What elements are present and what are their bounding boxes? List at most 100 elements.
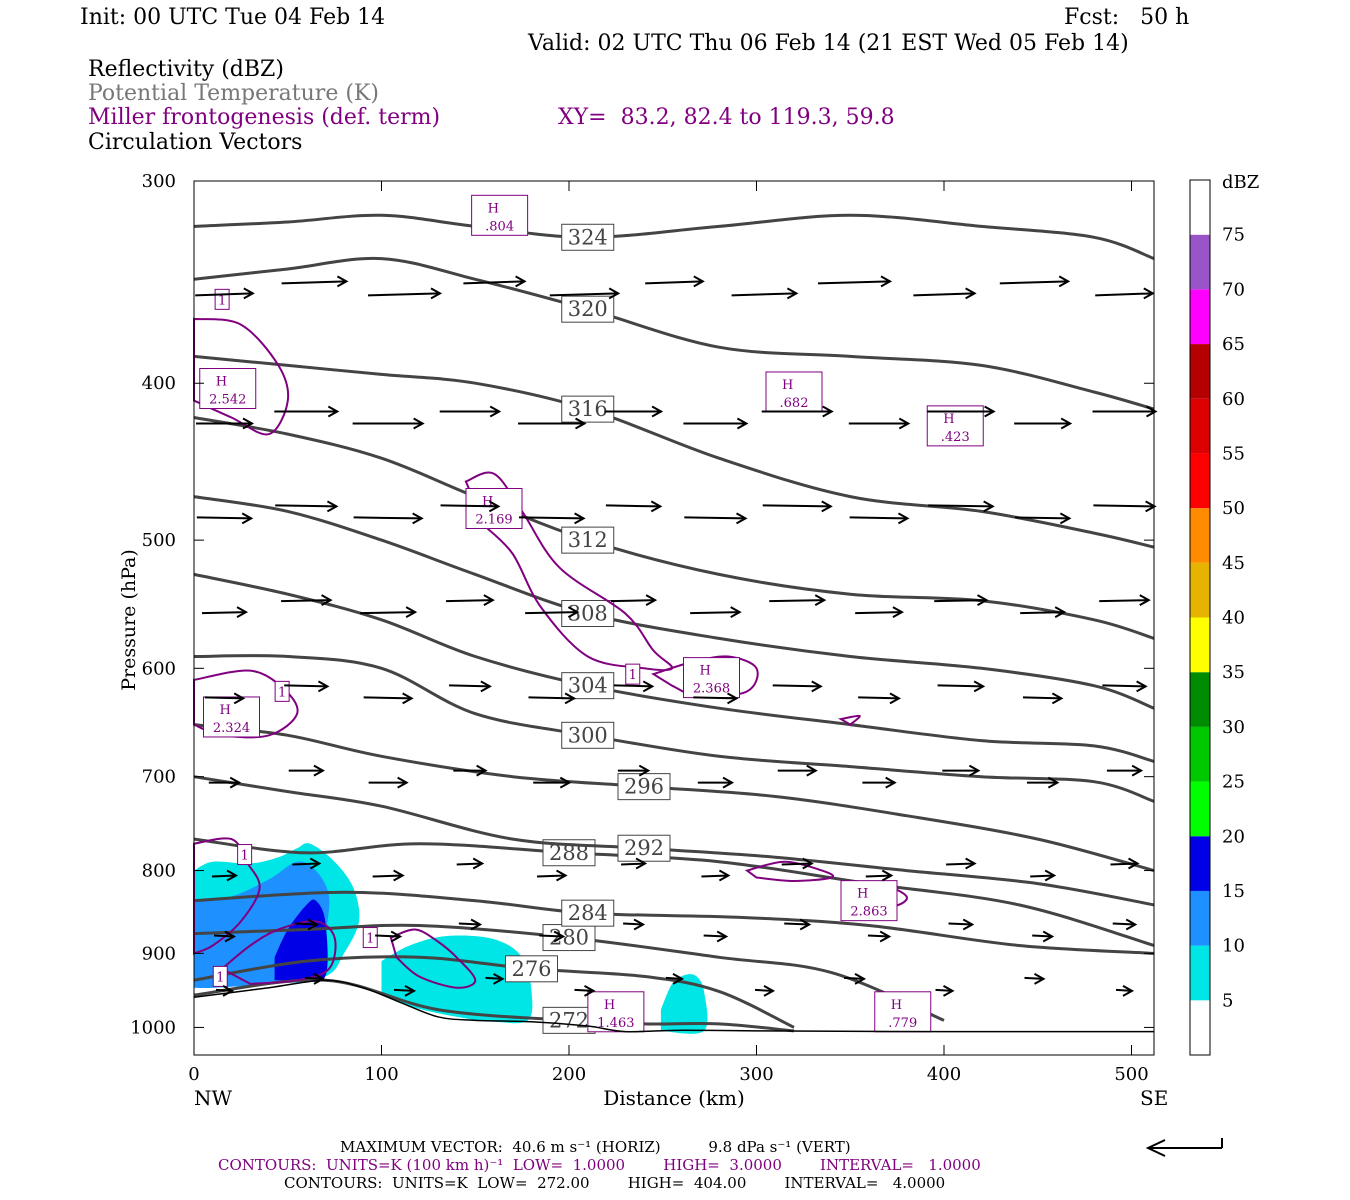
colorbar-level-35: 35 <box>1222 662 1245 683</box>
vector-head <box>650 500 663 513</box>
vector-69 <box>1026 776 1060 789</box>
theta-label-box <box>561 721 615 749</box>
vector-head <box>488 500 501 513</box>
vector-shaft <box>928 504 993 508</box>
theta-contour-284 <box>193 890 1155 955</box>
vector-shaft <box>201 611 247 615</box>
frontogenesis-contour-4 <box>193 837 261 955</box>
colorbar-level-40: 40 <box>1222 608 1245 629</box>
vector-shaft <box>623 922 644 926</box>
vector-45 <box>1020 606 1067 619</box>
vector-head <box>1131 764 1144 777</box>
vector-24 <box>275 500 339 513</box>
forecast-hour: Fcst: 50 h <box>1064 5 1190 30</box>
vector-head <box>1042 930 1055 943</box>
vector-shaft <box>281 599 331 603</box>
vector-shaft <box>375 934 401 938</box>
frontogenesis-1-label-1: 1 <box>237 844 253 866</box>
theta-label-box <box>561 599 615 627</box>
vector-head <box>1122 985 1135 997</box>
vector-head <box>1047 776 1060 789</box>
vector-head <box>242 417 255 430</box>
vector-head <box>1060 417 1073 430</box>
theta-label-box <box>617 773 671 801</box>
vector-head <box>397 776 409 789</box>
vector-head <box>651 405 664 418</box>
vector-68 <box>942 764 981 777</box>
vector-52 <box>613 680 655 693</box>
vector-shaft <box>1110 862 1138 866</box>
theta-contour-324 <box>193 213 1155 261</box>
vector-head <box>799 918 812 931</box>
vector-8 <box>913 287 977 300</box>
vector-head <box>898 417 911 430</box>
vector-46 <box>1099 594 1151 607</box>
vector-shaft <box>784 922 810 926</box>
vector-head <box>233 692 246 705</box>
theta-contour-label-296: 296 <box>617 773 671 801</box>
vector-head <box>821 500 833 513</box>
vector-head <box>327 405 340 418</box>
vector-75 <box>536 869 568 882</box>
vector-shaft <box>393 988 415 992</box>
vector-35 <box>201 606 249 619</box>
vector-shaft <box>1099 599 1149 603</box>
vector-shaft <box>456 862 483 866</box>
vector-shaft <box>1032 934 1053 938</box>
vector-32 <box>928 500 995 513</box>
y-tick-label-900: 900 <box>142 943 176 964</box>
vector-13 <box>352 417 425 430</box>
colorbar-level-45: 45 <box>1222 553 1245 574</box>
frontogenesis-label-box <box>625 663 641 685</box>
vector-shaft <box>211 874 237 878</box>
vector-50 <box>449 680 492 693</box>
vector-59 <box>208 776 242 789</box>
vector-104 <box>1024 973 1046 985</box>
frontogenesis-max-h: H <box>782 378 793 393</box>
colorbar-level-25: 25 <box>1222 772 1245 793</box>
vector-4 <box>549 287 621 300</box>
vector-26 <box>440 500 501 513</box>
vector-64 <box>617 764 651 777</box>
frontogenesis-label-text: 1 <box>278 685 286 700</box>
frontogenesis-max-h: H <box>220 703 231 718</box>
theta-contour-label-316: 316 <box>561 395 615 423</box>
vector-shaft <box>731 292 797 297</box>
theta-label-text: 272 <box>549 1008 589 1032</box>
footer-vector-info: MAXIMUM VECTOR: 40.6 m s⁻¹ (HORIZ) 9.8 d… <box>340 1138 851 1156</box>
vector-head <box>553 930 566 943</box>
vector-99 <box>574 985 596 997</box>
vector-head <box>564 692 577 705</box>
colorbar-level-10: 10 <box>1222 936 1245 957</box>
vector-39 <box>525 606 580 619</box>
theta-contour-label-292: 292 <box>617 834 671 862</box>
vector-head <box>645 594 658 607</box>
vector-head <box>642 680 655 693</box>
vector-83 <box>213 930 237 943</box>
vector-58 <box>1102 680 1148 693</box>
colorbar-swatch-1 <box>1190 945 1210 1001</box>
vector-head <box>806 764 818 777</box>
vector-head <box>390 930 403 943</box>
vector-head <box>977 594 989 607</box>
vector-head <box>984 405 996 418</box>
frontogenesis-max-8: H 1.463 <box>587 991 645 1033</box>
vector-head <box>897 512 910 525</box>
vector-91 <box>867 930 892 943</box>
colorbar-frame <box>1189 179 1211 1056</box>
frontogenesis-label-text: 1 <box>216 970 224 985</box>
vector-head <box>763 985 776 997</box>
vector-head <box>786 287 799 300</box>
vector-shaft <box>613 684 653 688</box>
vector-shaft <box>693 696 737 700</box>
vector-head <box>224 930 237 943</box>
vector-70 <box>1106 764 1144 777</box>
vector-shaft <box>446 599 493 603</box>
vector-48 <box>284 680 330 693</box>
vector-shaft <box>574 988 594 992</box>
theta-contour-label-300: 300 <box>561 721 615 749</box>
vector-shaft <box>605 504 661 508</box>
circulation-vectors <box>195 275 1158 997</box>
